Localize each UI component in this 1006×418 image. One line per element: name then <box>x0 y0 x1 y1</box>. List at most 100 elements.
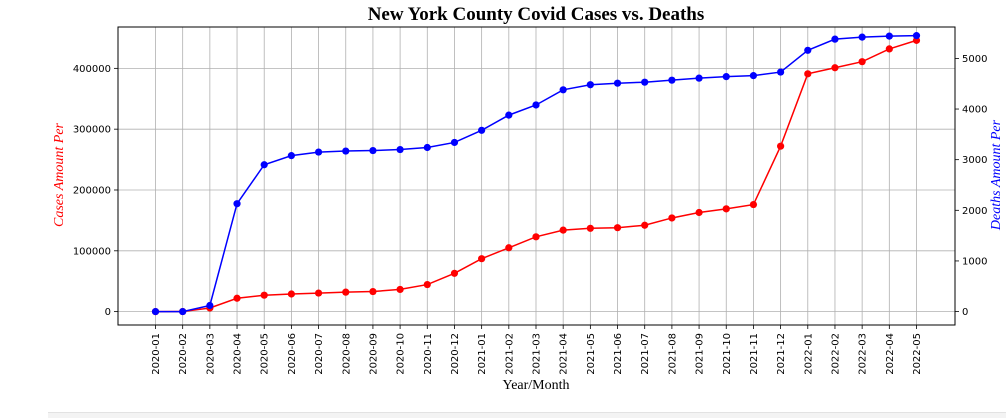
cases-data-point <box>423 280 431 289</box>
x-tick-label: 2021-11 <box>749 333 760 375</box>
x-tick-label: 2021-06 <box>613 333 624 375</box>
deaths-data-point <box>885 32 893 40</box>
deaths-data-point <box>151 307 160 316</box>
left-y-axis-label: Cases Amount Per <box>52 122 67 227</box>
deaths-data-point <box>912 32 921 40</box>
x-tick-label: 2020-11 <box>423 333 434 375</box>
x-tick-label: 2020-05 <box>260 333 271 375</box>
x-tick-label: 2022-03 <box>858 333 869 375</box>
right-y-axis-label: Deaths Amount Per <box>989 119 1004 231</box>
x-tick-label: 2021-08 <box>667 333 678 375</box>
x-tick-label: 2020-02 <box>178 333 189 375</box>
cases-data-point <box>777 142 785 150</box>
cases-data-point <box>233 294 241 302</box>
x-tick-label: 2020-04 <box>233 333 244 375</box>
deaths-data-point <box>206 301 214 310</box>
right-tick-label: 5000 <box>962 54 987 65</box>
plot-area-frame <box>117 26 956 326</box>
deaths-data-point <box>586 81 594 89</box>
right-tick-label: 0 <box>962 307 968 318</box>
x-tick-label: 2020-03 <box>205 333 216 375</box>
cases-data-point <box>695 208 703 217</box>
cases-data-point <box>804 70 812 78</box>
right-tick-label: 4000 <box>962 105 987 116</box>
left-tick-label: 300000 <box>73 125 111 136</box>
footer-scroll-region <box>48 412 1006 418</box>
cases-data-point <box>831 64 839 72</box>
x-tick-label: 2021-03 <box>532 333 543 375</box>
left-tick-label: 400000 <box>73 64 111 75</box>
deaths-data-point <box>423 143 431 152</box>
x-tick-label: 2021-12 <box>776 333 787 375</box>
cases-data-point <box>722 205 730 213</box>
x-tick-label: 2020-01 <box>151 333 162 375</box>
left-tick-label: 200000 <box>73 185 111 196</box>
deaths-data-point <box>532 101 540 109</box>
chart-title: New York County Covid Cases vs. Deaths <box>368 4 705 25</box>
left-axis-ticks: 0 100000 200000 300000 400000 <box>73 64 118 318</box>
x-tick-label: 2020-09 <box>368 333 379 375</box>
cases-data-point <box>586 224 594 232</box>
x-tick-label: 2022-02 <box>830 333 841 375</box>
x-tick-label: 2020-12 <box>450 333 461 375</box>
cases-data-point <box>396 285 404 294</box>
x-axis-label: Year/Month <box>502 378 569 393</box>
x-tick-label: 2021-01 <box>477 333 488 375</box>
x-tick-label: 2020-08 <box>341 333 352 375</box>
deaths-data-point <box>641 78 649 86</box>
deaths-data-point <box>396 145 404 154</box>
right-tick-label: 3000 <box>962 155 987 166</box>
cases-data-point <box>314 289 323 297</box>
deaths-data-point <box>179 307 187 316</box>
deaths-data-point <box>369 146 377 155</box>
deaths-data-point <box>233 200 241 208</box>
deaths-data-point <box>722 73 730 81</box>
cases-data-point <box>885 45 893 53</box>
x-axis-ticks: 2020-01 2020-02 2020-03 2020-04 2020-05 2020-… <box>151 325 923 375</box>
series-layer <box>151 32 921 316</box>
x-tick-label: 2021-04 <box>559 333 570 375</box>
x-tick-label: 2022-04 <box>885 333 896 375</box>
right-axis-ticks: 0 1000 2000 3000 4000 5000 <box>955 54 987 318</box>
x-tick-label: 2022-01 <box>803 333 814 375</box>
deaths-data-point <box>777 68 785 76</box>
cases-data-point <box>613 224 622 232</box>
cases-data-point <box>287 290 295 298</box>
deaths-data-point <box>559 86 567 94</box>
x-tick-label: 2021-05 <box>586 333 597 375</box>
deaths-data-point <box>505 111 513 119</box>
deaths-data-point <box>450 138 459 147</box>
deaths-data-point <box>804 46 812 54</box>
x-tick-label: 2020-06 <box>287 333 298 375</box>
deaths-data-point <box>695 74 703 82</box>
deaths-data-point <box>831 35 839 43</box>
x-tick-label: 2021-10 <box>722 333 733 375</box>
x-tick-label: 2020-10 <box>396 333 407 375</box>
left-tick-label: 100000 <box>73 246 111 257</box>
cases-data-point <box>369 287 377 296</box>
deaths-data-point <box>314 148 323 156</box>
cases-data-point <box>505 244 513 252</box>
deaths-data-point <box>749 72 758 80</box>
deaths-data-point <box>613 79 622 87</box>
cases-data-point <box>668 214 676 222</box>
deaths-data-point <box>260 161 268 169</box>
deaths-data-point <box>668 76 676 84</box>
cases-data-point <box>260 291 268 299</box>
deaths-data-point <box>287 152 295 160</box>
x-tick-label: 2021-02 <box>504 333 515 375</box>
grid-lines <box>118 27 955 325</box>
cases-data-point <box>858 58 866 66</box>
deaths-data-point <box>478 126 486 134</box>
cases-data-point <box>342 288 350 296</box>
x-tick-label: 2021-07 <box>640 333 651 375</box>
cases-data-point <box>641 221 649 229</box>
cases-data-point <box>478 255 486 263</box>
x-tick-label: 2022-05 <box>912 333 923 375</box>
x-tick-label: 2020-07 <box>314 333 325 375</box>
deaths-data-point <box>858 33 866 41</box>
right-tick-label: 2000 <box>962 206 987 217</box>
cases-data-point <box>532 233 540 241</box>
cases-data-point <box>749 200 758 209</box>
